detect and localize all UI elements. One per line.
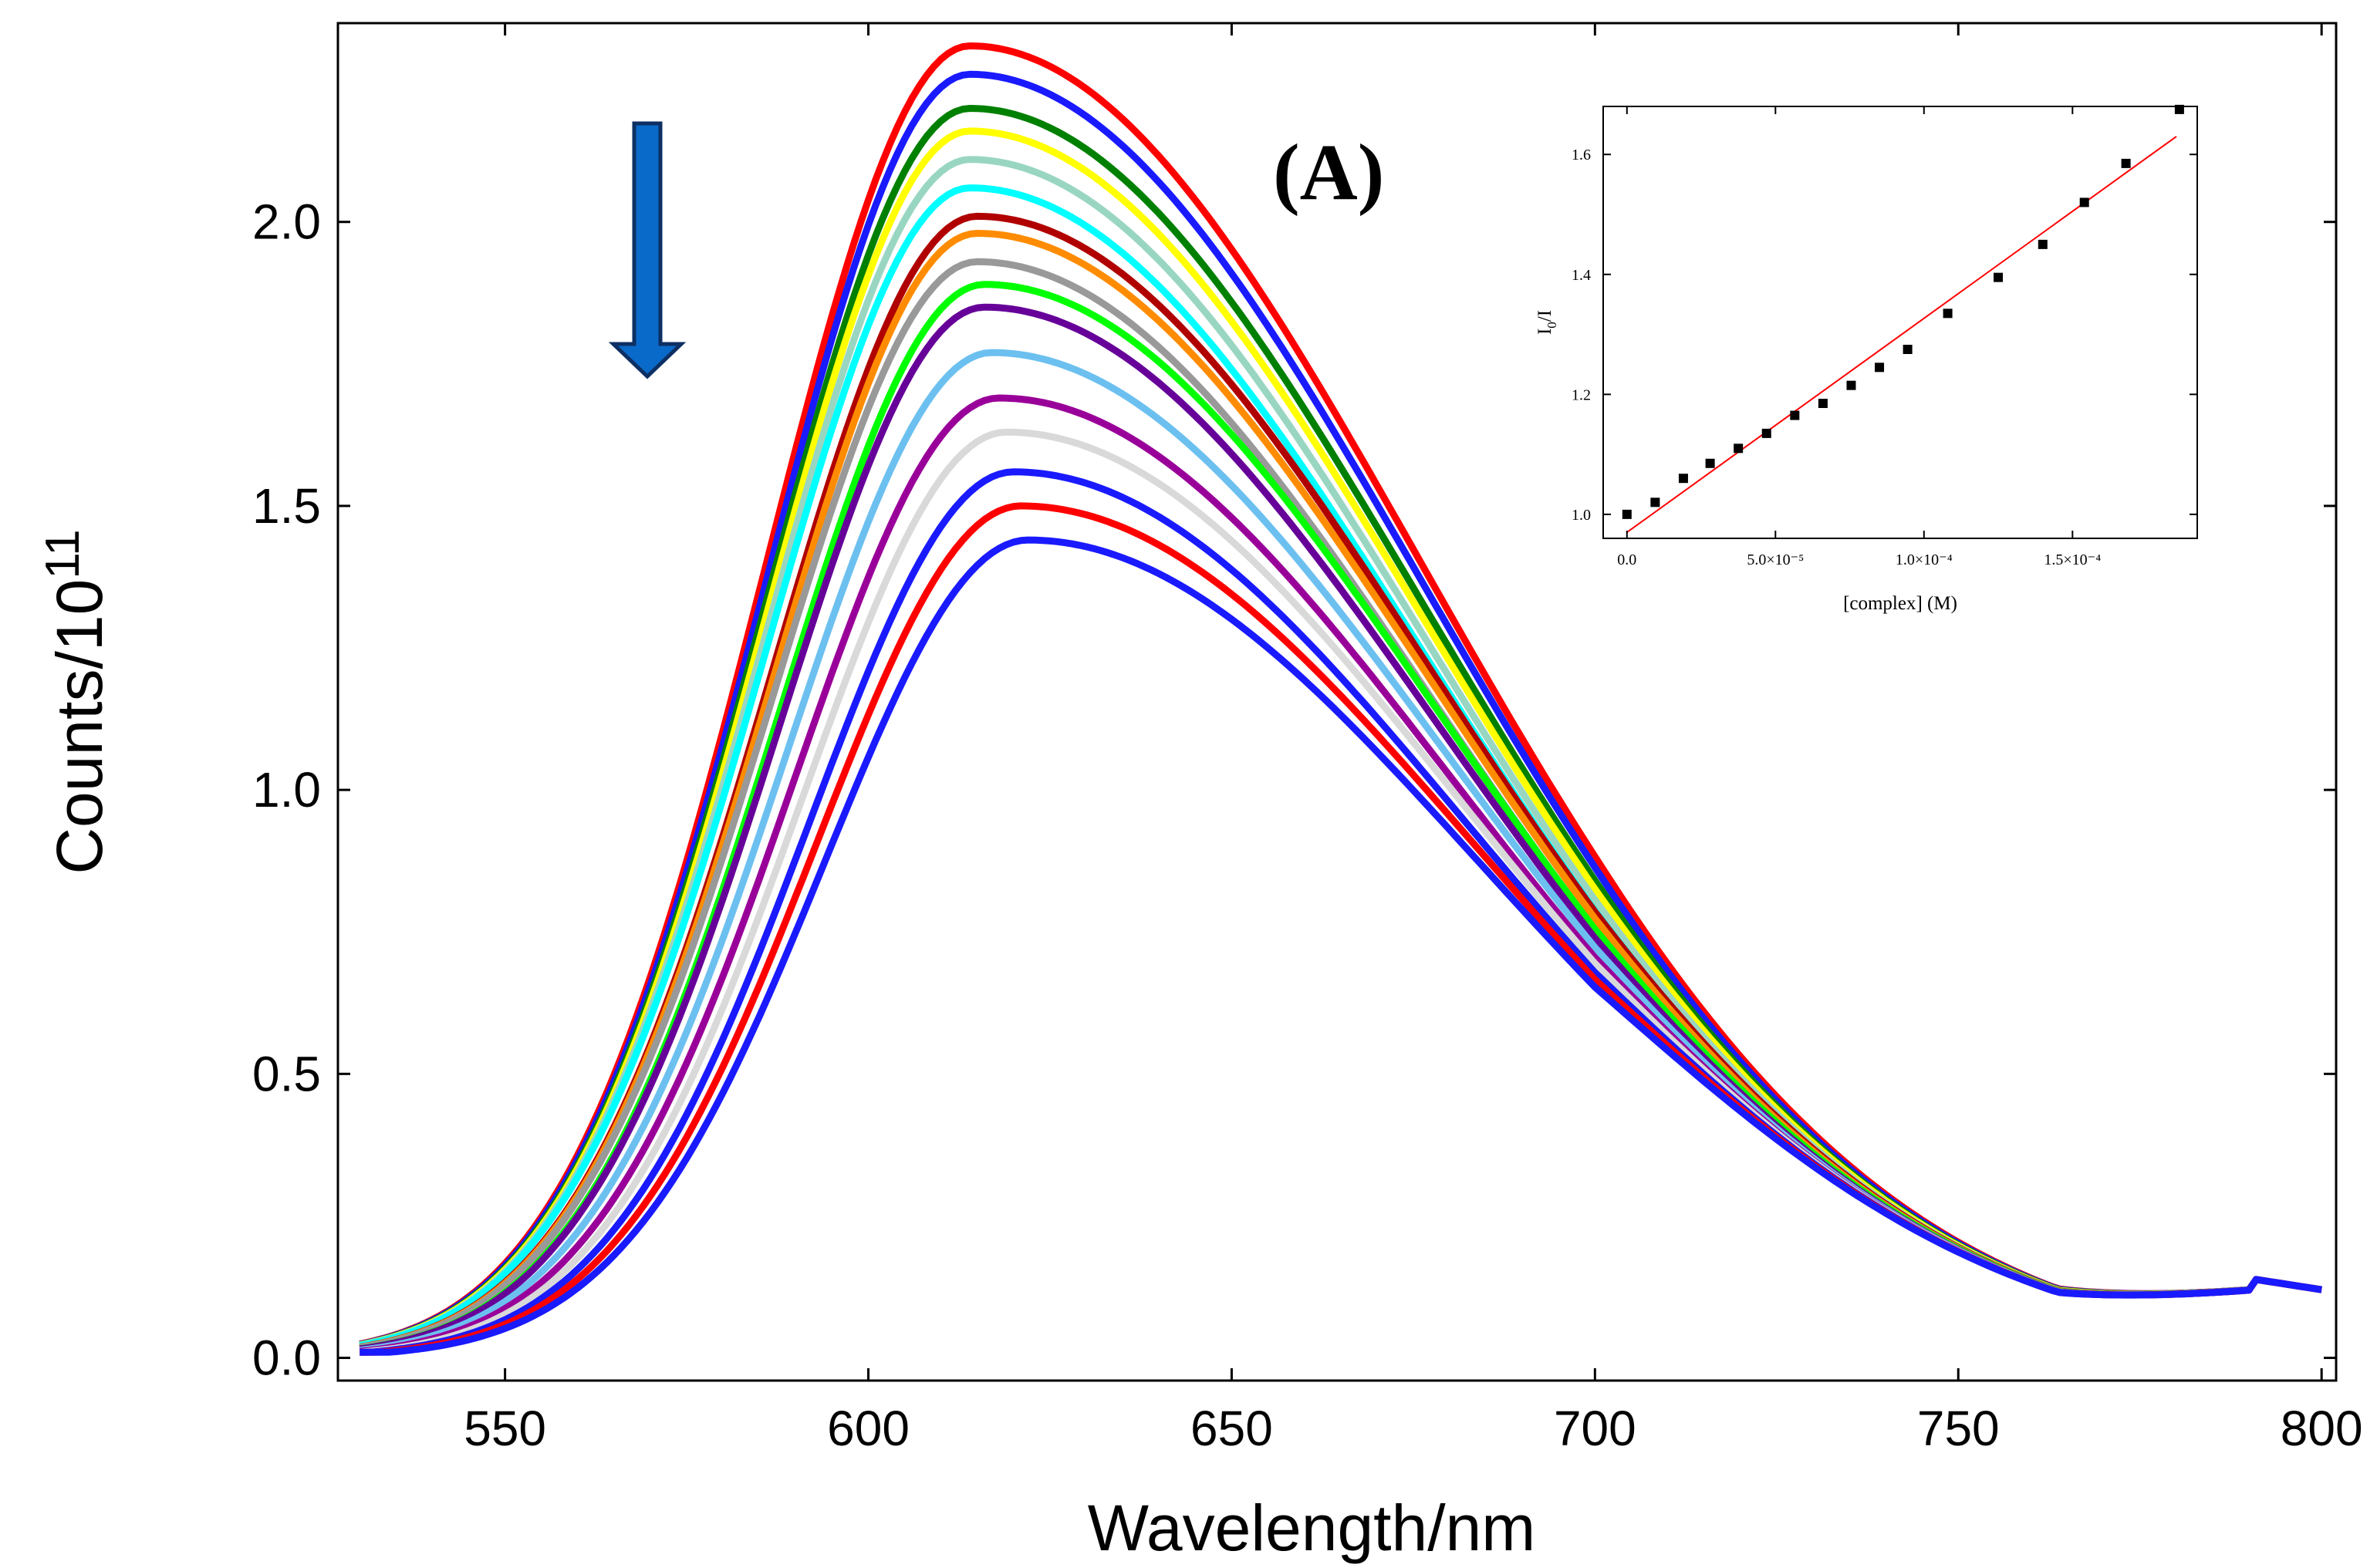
- inset-y-tick-label: 1.6: [1572, 147, 1591, 164]
- inset-plot-frame: [1602, 106, 2198, 539]
- inset-data-point: [1761, 428, 1771, 438]
- y-tick-label: 1.0: [252, 762, 321, 818]
- inset-data-point: [1678, 474, 1688, 484]
- spectra-series-group: [359, 42, 2322, 1356]
- inset-data-point: [1790, 410, 1800, 420]
- inset-points-group: [1622, 104, 2184, 519]
- x-tick-label: 700: [1554, 1401, 1636, 1456]
- inset-y-tick-label: 1.4: [1572, 267, 1591, 284]
- inset-x-tick-label: 0.0: [1617, 551, 1636, 568]
- inset-data-point: [1875, 362, 1885, 373]
- inset-y-axis-title-sub: 0: [1545, 322, 1559, 329]
- inset-x-axis-ticks: 0.0 5.0×10⁻⁵ 1.0×10⁻⁴ 1.5×10⁻⁴: [1617, 106, 2101, 568]
- inset-data-point: [1622, 509, 1632, 519]
- y-tick-label: 1.5: [252, 478, 321, 534]
- spectrum-line-17: [360, 536, 2322, 1356]
- inset-data-point: [2038, 239, 2048, 249]
- inset-data-point: [2079, 197, 2089, 207]
- x-tick-label: 750: [1917, 1401, 2000, 1456]
- inset-data-point: [1846, 380, 1856, 390]
- x-tick-label: 600: [827, 1401, 910, 1456]
- inset-data-point: [1903, 345, 1913, 354]
- inset-x-tick-label: 1.5×10⁻⁴: [2044, 551, 2101, 568]
- inset-x-tick-label: 1.0×10⁻⁴: [1896, 551, 1953, 568]
- y-tick-label: 0.5: [252, 1046, 321, 1101]
- x-axis-ticks: 550 600 650 700 750 800: [464, 23, 2363, 1456]
- inset-data-point: [1994, 272, 2004, 282]
- decrease-arrow-icon: [608, 121, 687, 379]
- y-axis-title-exponent: 11: [36, 529, 89, 578]
- inset-y-axis-title-suffix: /I: [1535, 310, 1555, 322]
- inset-x-tick-label: 5.0×10⁻⁵: [1747, 551, 1804, 568]
- inset-y-axis-title-base: I: [1535, 329, 1555, 335]
- y-tick-label: 0.0: [252, 1330, 321, 1386]
- inset-y-tick-label: 1.2: [1572, 386, 1591, 403]
- x-tick-label: 800: [2281, 1401, 2363, 1456]
- inset-data-point: [1650, 497, 1660, 507]
- plot-frame: [336, 22, 2338, 1382]
- inset-data-point: [1705, 458, 1715, 468]
- inset-data-point: [1943, 309, 1953, 319]
- y-tick-label: 2.0: [252, 194, 321, 250]
- inset-data-point: [1818, 399, 1828, 408]
- y-axis-title-base: Counts/10: [43, 579, 116, 875]
- inset-y-tick-label: 1.0: [1572, 507, 1591, 524]
- y-axis-ticks: 0.0 0.5 1.0 1.5 2.0: [252, 194, 2336, 1386]
- x-axis-title: Wavelength/nm: [1088, 1492, 1536, 1564]
- inset-x-axis-title: [complex] (M): [1843, 593, 1957, 614]
- x-tick-label: 650: [1190, 1401, 1273, 1456]
- inset-y-axis-ticks: 1.0 1.2 1.4 1.6: [1572, 147, 2197, 524]
- inset-data-point: [2174, 104, 2184, 114]
- x-tick-label: 550: [464, 1401, 546, 1456]
- panel-label: (A): [1273, 128, 1384, 217]
- inset-data-point: [2121, 158, 2131, 168]
- inset-y-axis-title: I0/I: [1535, 310, 1559, 335]
- y-axis-title: Counts/1011: [36, 529, 116, 874]
- stern-volmer-inset: 0.0 5.0×10⁻⁵ 1.0×10⁻⁴ 1.5×10⁻⁴ 1.0 1.2 1.4 1.6…: [1535, 104, 2198, 614]
- inset-data-point: [1734, 443, 1744, 454]
